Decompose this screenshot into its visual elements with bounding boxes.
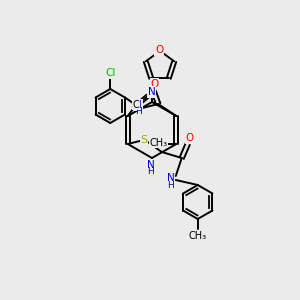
Text: O: O (150, 79, 158, 89)
Text: CH₃: CH₃ (149, 138, 167, 148)
Text: N: N (148, 87, 156, 97)
Text: H: H (167, 181, 174, 190)
Text: N: N (147, 160, 155, 170)
Text: CH₃: CH₃ (189, 231, 207, 241)
Text: O: O (155, 45, 163, 55)
Text: S: S (140, 135, 147, 145)
Text: N: N (167, 173, 175, 183)
Text: N: N (134, 100, 142, 110)
Text: Cl: Cl (105, 68, 116, 78)
Text: C: C (132, 100, 139, 110)
Text: O: O (186, 133, 194, 143)
Text: H: H (135, 107, 142, 116)
Text: H: H (148, 167, 154, 176)
